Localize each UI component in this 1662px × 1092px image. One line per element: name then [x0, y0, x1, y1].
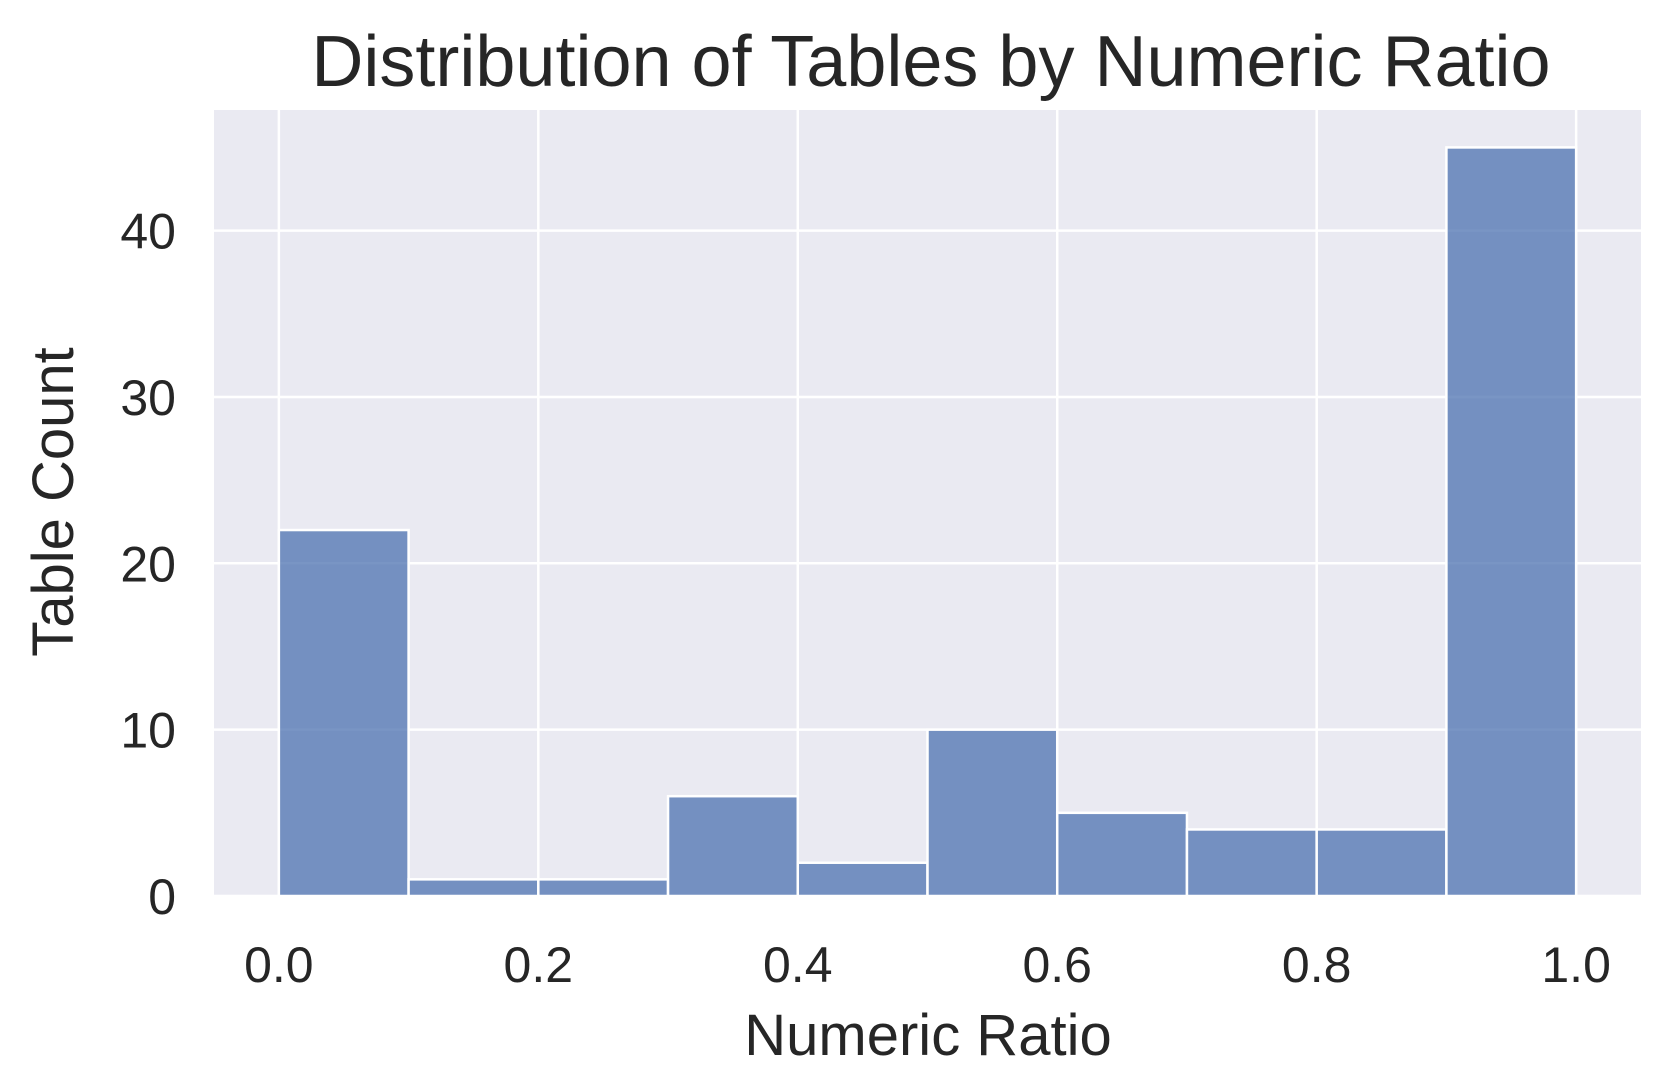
histogram-bar	[926, 728, 1059, 898]
y-tick-label: 10	[120, 703, 176, 759]
x-tick-label: 1.0	[1541, 937, 1611, 993]
y-tick-label: 30	[120, 370, 176, 426]
y-tick-label: 0	[148, 869, 176, 925]
x-tick-label: 0.0	[244, 937, 314, 993]
histogram-bar	[1185, 828, 1318, 898]
histogram-bar	[1315, 828, 1448, 898]
y-axis-label: Table Count	[21, 347, 86, 657]
histogram-bar	[666, 794, 800, 898]
x-tick-label: 0.6	[1022, 937, 1092, 993]
y-tick-label: 40	[120, 204, 176, 260]
x-tick-labels: 0.0 0.2 0.4 0.6 0.8 1.0	[244, 937, 1611, 993]
y-tick-labels: 0 10 20 30 40	[120, 204, 176, 925]
histogram-bar	[1445, 146, 1578, 898]
histogram-bar	[796, 861, 929, 898]
histogram-bar	[407, 878, 540, 898]
histogram-bar	[537, 878, 670, 898]
histogram-bars	[277, 146, 1578, 898]
histogram-bar	[277, 528, 410, 898]
x-tick-label: 0.2	[504, 937, 574, 993]
chart-title: Distribution of Tables by Numeric Ratio	[311, 22, 1550, 102]
x-tick-label: 0.8	[1282, 937, 1352, 993]
y-tick-label: 20	[120, 536, 176, 592]
x-axis-label: Numeric Ratio	[744, 1003, 1111, 1068]
histogram-bar	[1055, 811, 1189, 898]
x-tick-label: 0.4	[763, 937, 833, 993]
